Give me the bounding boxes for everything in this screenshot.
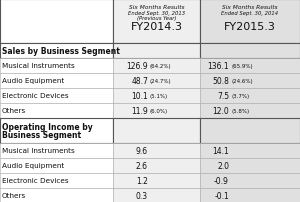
Text: -0.1: -0.1 xyxy=(214,191,229,200)
Bar xyxy=(0,103,113,118)
Text: Ended Sept. 30, 2014: Ended Sept. 30, 2014 xyxy=(221,11,279,16)
Text: 12.0: 12.0 xyxy=(212,106,229,115)
Bar xyxy=(200,103,300,118)
Bar xyxy=(113,88,200,103)
Text: Others: Others xyxy=(2,108,26,114)
Bar xyxy=(113,158,200,173)
Bar xyxy=(113,103,200,118)
Text: 1.2: 1.2 xyxy=(136,176,148,185)
Bar xyxy=(0,118,113,143)
Bar xyxy=(200,118,300,143)
Bar xyxy=(113,118,200,143)
Bar xyxy=(200,88,300,103)
Bar xyxy=(0,173,113,188)
Text: 2.0: 2.0 xyxy=(217,161,229,170)
Text: Electronic Devices: Electronic Devices xyxy=(2,93,69,99)
Text: (65.9%): (65.9%) xyxy=(231,64,253,69)
Bar xyxy=(0,158,113,173)
Bar xyxy=(113,0,200,44)
Bar xyxy=(0,0,113,44)
Bar xyxy=(113,59,200,74)
Text: 0.3: 0.3 xyxy=(136,191,148,200)
Text: Musical Instruments: Musical Instruments xyxy=(2,148,75,154)
Bar xyxy=(200,59,300,74)
Text: 2.6: 2.6 xyxy=(136,161,148,170)
Bar xyxy=(113,44,200,59)
Text: 48.7: 48.7 xyxy=(131,77,148,86)
Text: FY2015.3: FY2015.3 xyxy=(224,22,276,32)
Bar xyxy=(200,158,300,173)
Text: Others: Others xyxy=(2,193,26,199)
Text: 11.9: 11.9 xyxy=(131,106,148,115)
Text: Operating Income by: Operating Income by xyxy=(2,122,93,131)
Text: (64.2%): (64.2%) xyxy=(150,64,172,69)
Text: Musical Instruments: Musical Instruments xyxy=(2,63,75,69)
Bar xyxy=(0,59,113,74)
Text: (5.8%): (5.8%) xyxy=(231,108,249,114)
Bar xyxy=(113,173,200,188)
Bar xyxy=(113,74,200,88)
Text: (24.6%): (24.6%) xyxy=(231,79,253,84)
Text: Business Segment: Business Segment xyxy=(2,130,81,139)
Text: 9.6: 9.6 xyxy=(136,146,148,155)
Text: Audio Equipment: Audio Equipment xyxy=(2,78,64,84)
Text: 126.9: 126.9 xyxy=(126,62,148,71)
Text: Six Months Results: Six Months Results xyxy=(129,5,184,10)
Text: (24.7%): (24.7%) xyxy=(150,79,172,84)
Text: (5.1%): (5.1%) xyxy=(150,94,168,99)
Text: 136.1: 136.1 xyxy=(207,62,229,71)
Bar xyxy=(0,44,113,59)
Text: (3.7%): (3.7%) xyxy=(231,94,249,99)
Text: Six Months Results: Six Months Results xyxy=(222,5,278,10)
Text: -0.9: -0.9 xyxy=(214,176,229,185)
Bar xyxy=(200,74,300,88)
Bar xyxy=(113,143,200,158)
Text: 10.1: 10.1 xyxy=(131,92,148,101)
Bar xyxy=(200,44,300,59)
Bar xyxy=(200,188,300,202)
Bar xyxy=(0,74,113,88)
Bar xyxy=(0,188,113,202)
Text: Sales by Business Segment: Sales by Business Segment xyxy=(2,47,120,56)
Bar xyxy=(200,173,300,188)
Text: FY2014.3: FY2014.3 xyxy=(130,22,182,32)
Text: Audio Equipment: Audio Equipment xyxy=(2,163,64,169)
Bar xyxy=(0,143,113,158)
Text: 50.8: 50.8 xyxy=(212,77,229,86)
Text: (Previous Year): (Previous Year) xyxy=(137,16,176,21)
Bar xyxy=(200,0,300,44)
Text: 14.1: 14.1 xyxy=(212,146,229,155)
Bar xyxy=(113,188,200,202)
Text: (6.0%): (6.0%) xyxy=(150,108,168,114)
Text: Ended Sept. 30, 2013: Ended Sept. 30, 2013 xyxy=(128,11,185,16)
Text: 7.5: 7.5 xyxy=(217,92,229,101)
Bar xyxy=(200,143,300,158)
Bar xyxy=(0,88,113,103)
Text: Electronic Devices: Electronic Devices xyxy=(2,178,69,184)
